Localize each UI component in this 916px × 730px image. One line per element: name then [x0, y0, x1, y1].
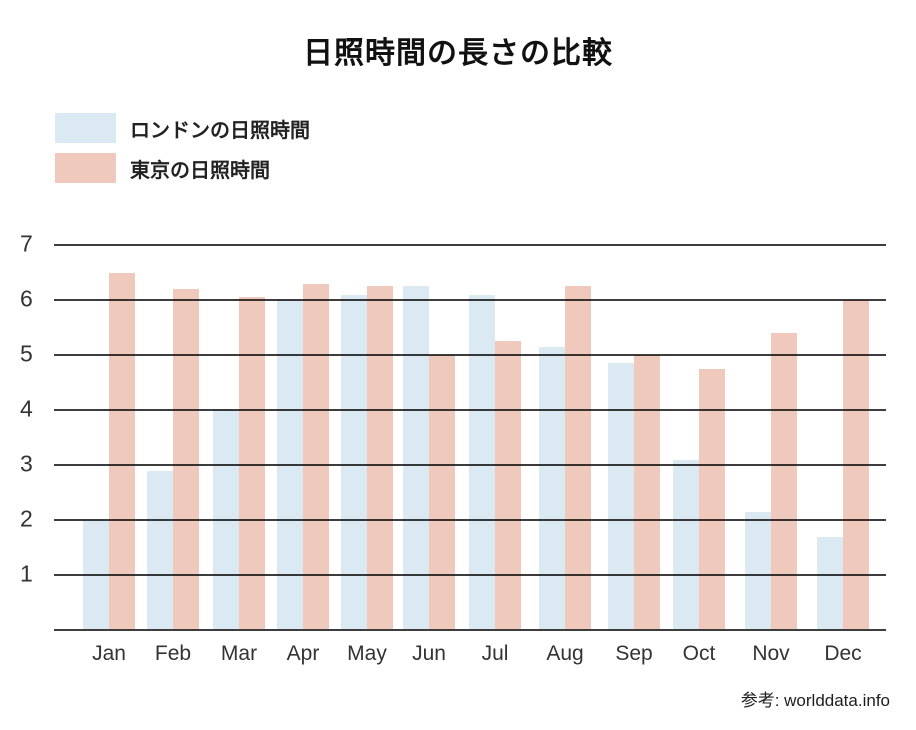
legend-swatch-london: [55, 113, 116, 143]
bar-london-aug: [539, 346, 565, 630]
x-tick-label-oct: Oct: [682, 642, 716, 665]
source-note: 参考: worlddata.info: [740, 691, 890, 710]
y-tick-label-6: 6: [20, 285, 33, 312]
x-tick-label-aug: Aug: [546, 642, 584, 665]
legend: ロンドンの日照時間 東京の日照時間: [55, 113, 310, 193]
x-tick-label-jun: Jun: [412, 642, 446, 665]
x-tick-label-apr: Apr: [286, 642, 320, 665]
bar-london-oct: [673, 459, 699, 630]
legend-label-london: ロンドンの日照時間: [130, 119, 310, 142]
bar-london-dec: [817, 536, 843, 630]
x-tick-label-feb: Feb: [154, 642, 192, 665]
bar-london-mar: [213, 410, 239, 630]
x-tick-label-jul: Jul: [481, 642, 509, 665]
bar-london-feb: [147, 470, 173, 630]
y-tick-label-3: 3: [20, 450, 33, 477]
bar-tokyo-sep: [634, 355, 660, 630]
bar-tokyo-jan: [109, 272, 135, 630]
x-tick-label-may: May: [347, 642, 387, 665]
x-tick-label-dec: Dec: [824, 642, 862, 665]
y-tick-label-7: 7: [20, 230, 33, 257]
y-tick-label-2: 2: [20, 505, 33, 532]
bar-london-apr: [277, 300, 303, 630]
legend-item-tokyo: 東京の日照時間: [55, 153, 310, 183]
bar-london-sep: [608, 363, 634, 630]
bar-tokyo-aug: [565, 286, 591, 630]
chart-title: 日照時間の長さの比較: [303, 37, 613, 70]
bar-london-jan: [83, 520, 109, 630]
y-tick-label-1: 1: [20, 560, 33, 587]
y-tick-label-4: 4: [20, 395, 33, 422]
x-tick-label-jan: Jan: [92, 642, 126, 665]
bar-tokyo-may: [367, 286, 393, 630]
x-tick-label-sep: Sep: [615, 642, 653, 665]
x-tick-label-nov: Nov: [752, 642, 790, 665]
bar-tokyo-jul: [495, 341, 521, 630]
bar-tokyo-oct: [699, 368, 725, 630]
legend-swatch-tokyo: [55, 153, 116, 183]
bar-tokyo-jun: [429, 355, 455, 630]
bar-tokyo-nov: [771, 333, 797, 630]
bar-tokyo-dec: [843, 300, 869, 630]
bar-london-nov: [745, 511, 771, 630]
bar-tokyo-feb: [173, 289, 199, 630]
y-tick-label-5: 5: [20, 340, 33, 367]
x-tick-label-mar: Mar: [220, 642, 258, 665]
bar-tokyo-mar: [239, 297, 265, 630]
legend-item-london: ロンドンの日照時間: [55, 113, 310, 143]
bar-london-jun: [403, 286, 429, 630]
bar-london-may: [341, 294, 367, 630]
gridline-7: [54, 244, 886, 246]
bar-london-jul: [469, 294, 495, 630]
legend-label-tokyo: 東京の日照時間: [130, 159, 270, 182]
plot-area: 1 2 3 4 5 6 7 Jan Feb Mar Apr May Jun Jul Aug Sep Oct Nov…: [20, 230, 886, 665]
bar-tokyo-apr: [303, 283, 329, 630]
x-axis-line: [54, 629, 886, 631]
